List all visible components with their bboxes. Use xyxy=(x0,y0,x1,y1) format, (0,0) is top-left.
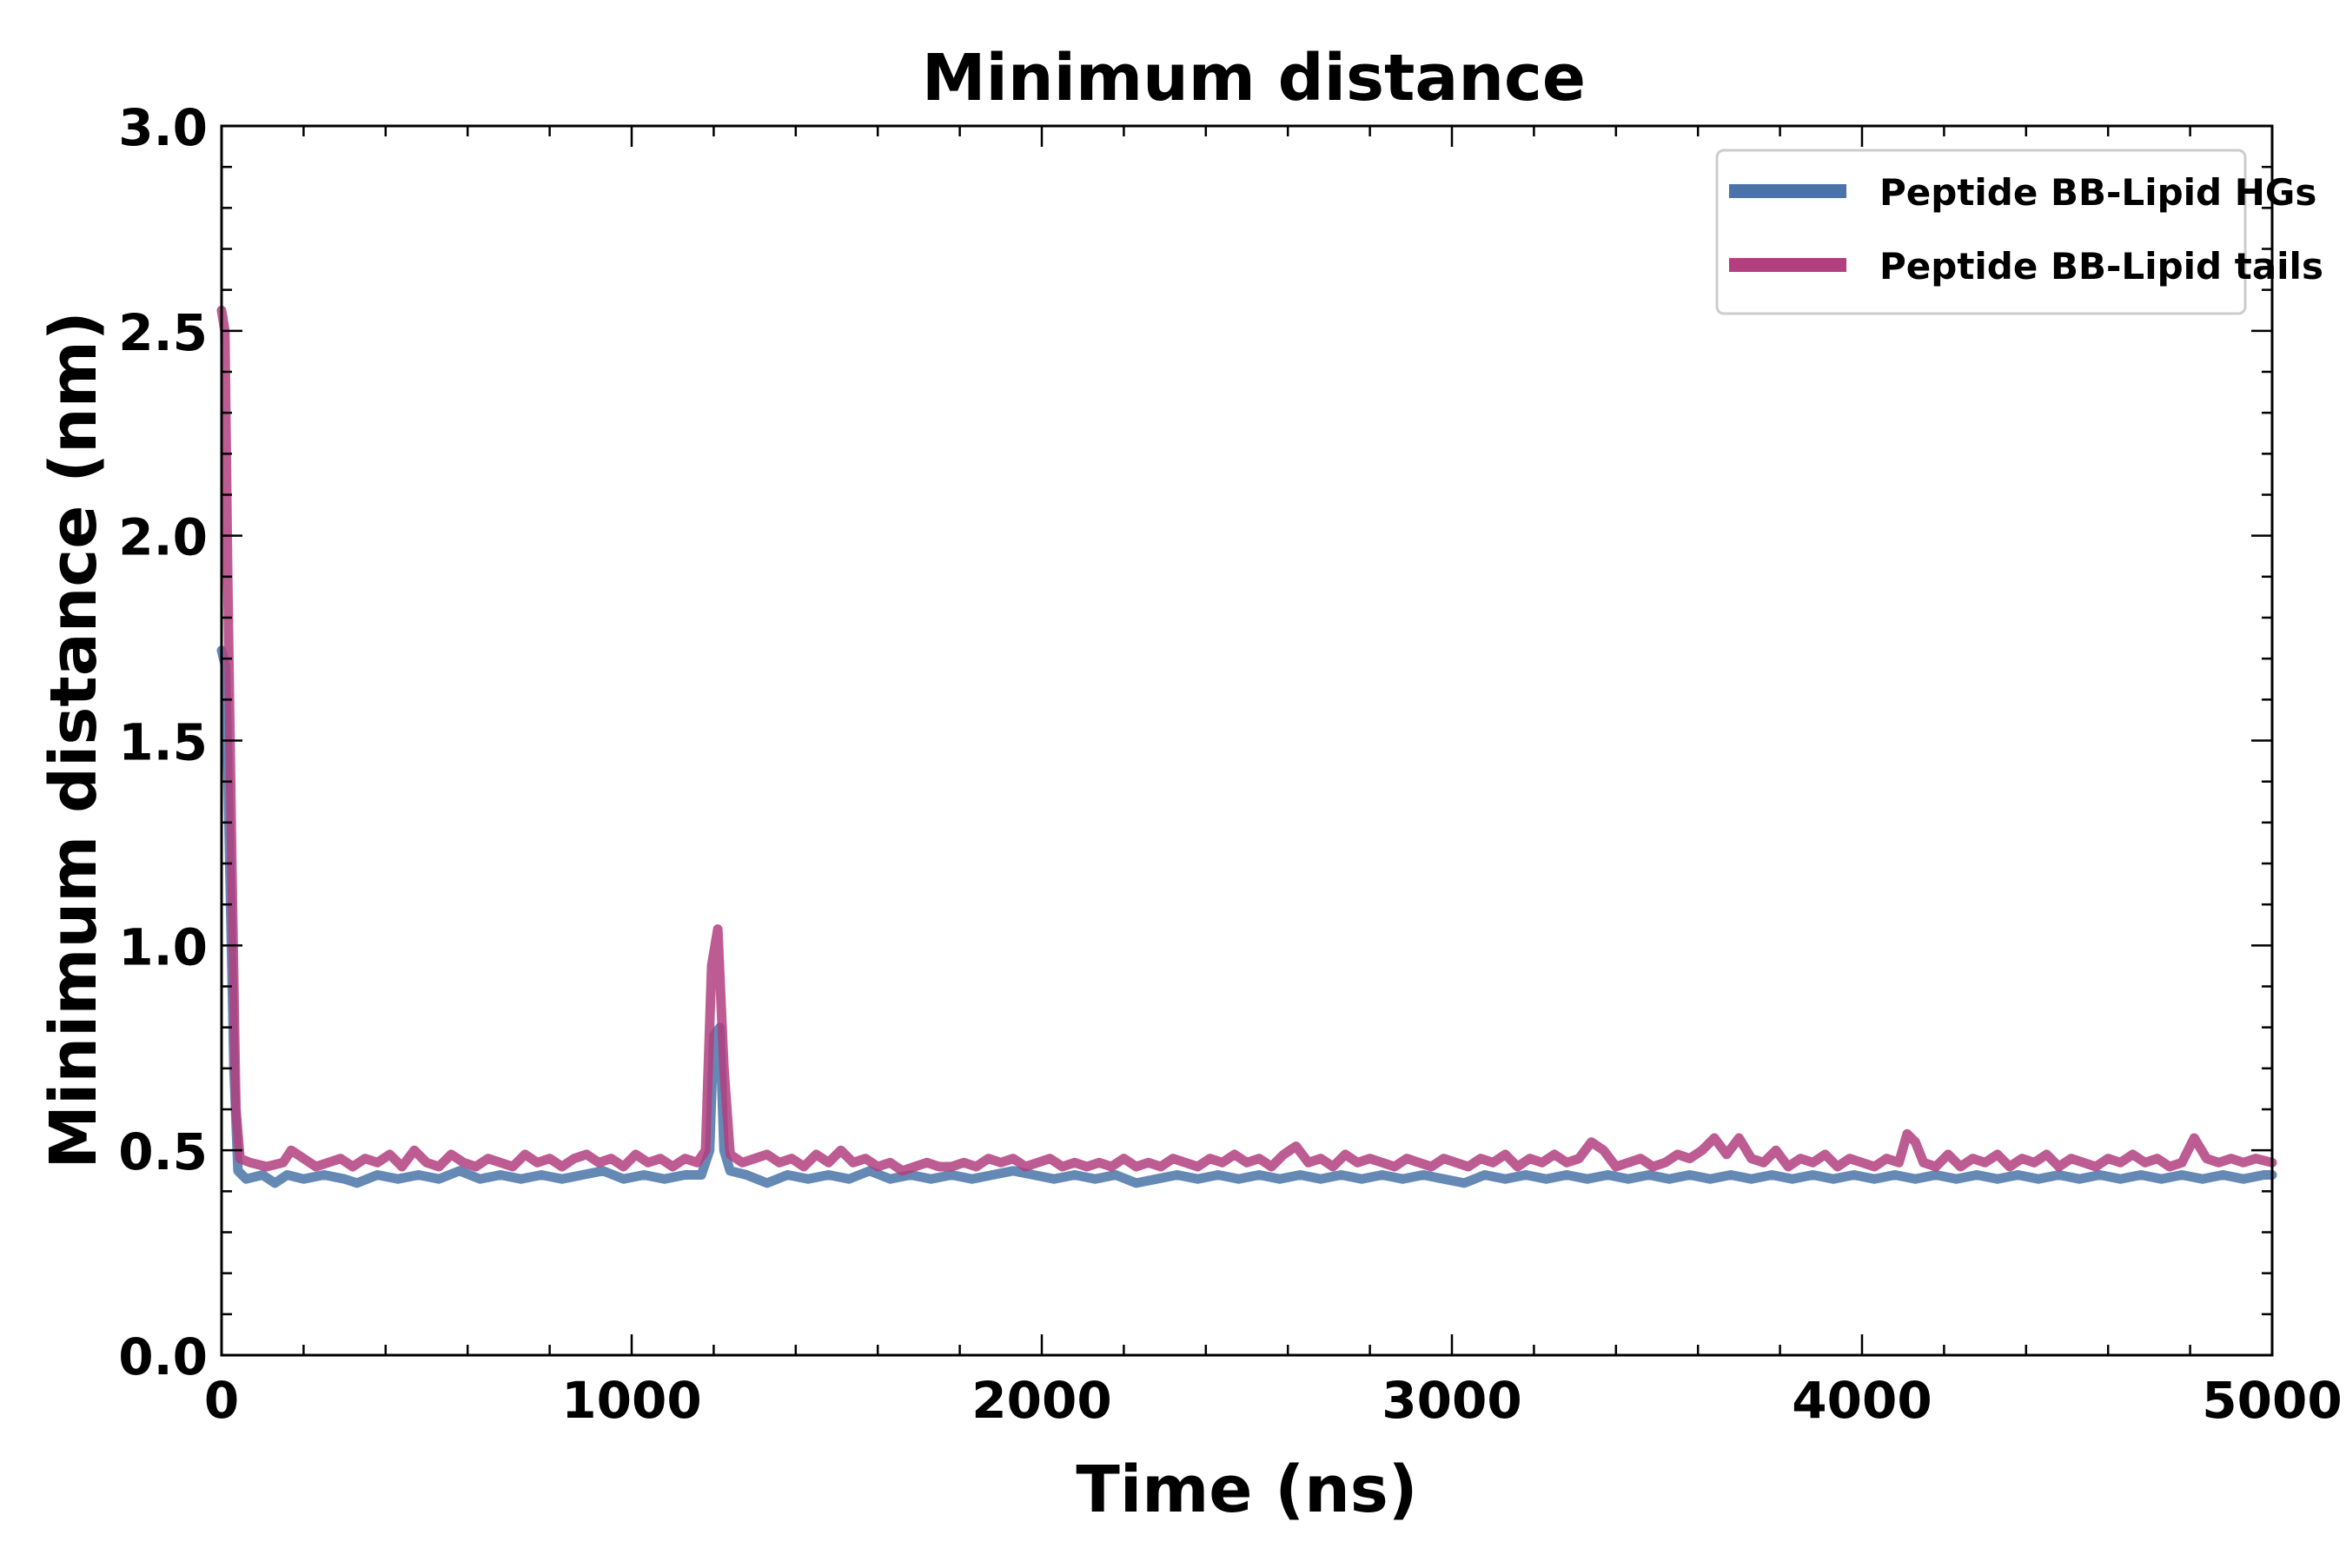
y-tick-label: 3.0 xyxy=(118,98,208,157)
x-tick-label: 0 xyxy=(204,1371,239,1430)
y-tick-label: 2.5 xyxy=(118,303,208,362)
x-tick-label: 4000 xyxy=(1792,1371,1932,1430)
y-axis-label: Minimum distance (nm) xyxy=(36,311,111,1168)
y-tick-label: 1.0 xyxy=(118,917,208,976)
y-tick-label: 2.0 xyxy=(118,508,208,567)
x-tick-label: 5000 xyxy=(2202,1371,2342,1430)
series-line-0 xyxy=(216,645,2277,1188)
y-tick-label: 0.0 xyxy=(118,1327,208,1386)
y-tick-label: 1.5 xyxy=(118,713,208,772)
legend-label-hgs: Peptide BB-Lipid HGs xyxy=(1879,171,2316,214)
series-line-1 xyxy=(216,305,2277,1176)
series-layer xyxy=(216,305,2277,1188)
x-tick-label: 1000 xyxy=(561,1371,701,1430)
legend-box xyxy=(1715,149,2247,315)
x-tick-label: 3000 xyxy=(1382,1371,1521,1430)
x-axis-label: Time (ns) xyxy=(1076,1452,1417,1527)
legend-label-tails: Peptide BB-Lipid tails xyxy=(1879,245,2323,288)
chart-title: Minimum distance xyxy=(922,41,1586,116)
x-tick-label: 2000 xyxy=(971,1371,1111,1430)
ticks-layer: 0 1000 2000 3000 4000 5000 0.0 0.5 1.0 1.5 2.0 2.5 3… xyxy=(118,98,2342,1430)
legend: Peptide BB-Lipid HGs Peptide BB-Lipid ta… xyxy=(1715,149,2323,315)
y-tick-label: 0.5 xyxy=(118,1122,208,1181)
